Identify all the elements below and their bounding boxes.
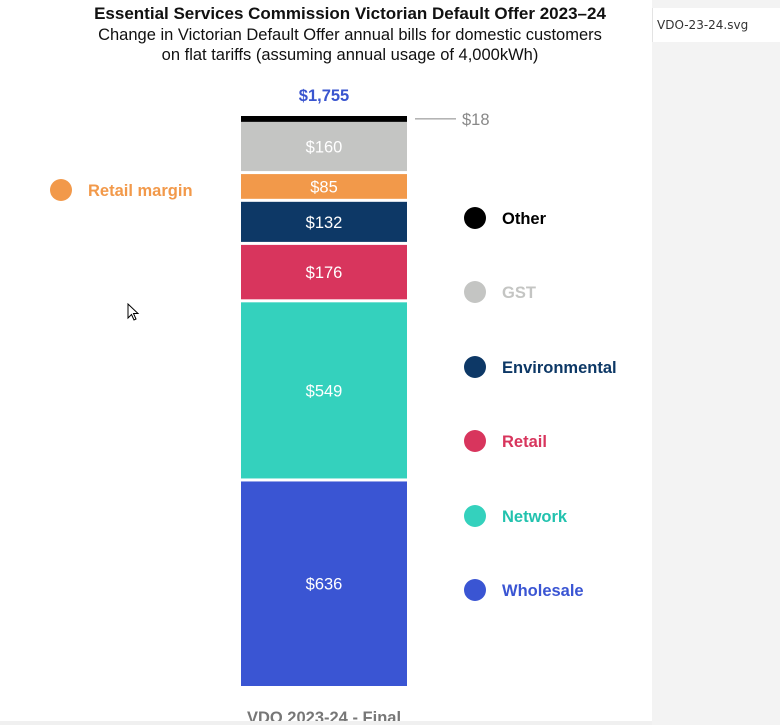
bar-segment-retail	[241, 244, 407, 300]
legend-marker-environmental	[464, 356, 486, 378]
chart-subtitle-line: on flat tariffs (assuming annual usage o…	[162, 46, 539, 64]
legend-marker-gst	[464, 281, 486, 303]
legend-label-retail-margin: Retail margin	[88, 182, 193, 200]
legend-marker-other	[464, 207, 486, 229]
legend-label-environmental: Environmental	[502, 359, 617, 377]
bar-segment-retail-margin	[241, 174, 407, 199]
legend-label-other: Other	[502, 210, 547, 228]
bar-segment-network	[241, 302, 407, 479]
file-list-item[interactable]: VDO-23-24.svg	[652, 8, 780, 42]
data-label-wholesale: $636	[306, 576, 343, 594]
bar-segment-environmental	[241, 201, 407, 242]
bar-segment-wholesale	[241, 481, 407, 686]
legend-marker-wholesale	[464, 579, 486, 601]
legend-label-gst: GST	[502, 284, 536, 302]
legend-marker-network	[464, 505, 486, 527]
legend-label-retail: Retail	[502, 433, 547, 451]
data-label-environmental: $132	[306, 214, 343, 232]
svg-viewer-canvas: Essential Services Commission Victorian …	[50, 4, 617, 725]
file-panel: VDO-23-24.svg	[652, 0, 780, 725]
data-label-retail-margin: $85	[310, 178, 338, 196]
data-label-other: $18	[462, 111, 490, 129]
data-label-gst: $160	[306, 138, 343, 156]
bar-segment-other	[241, 116, 407, 122]
chart-subtitle-line: Change in Victorian Default Offer annual…	[98, 26, 602, 44]
legend-label-network: Network	[502, 508, 568, 526]
bar-segment-gst	[241, 121, 407, 172]
stacked-bar-chart: Essential Services Commission Victorian …	[50, 4, 617, 725]
chart-title: Essential Services Commission Victorian …	[94, 4, 606, 23]
total-label: $1,755	[299, 87, 349, 105]
legend-marker-retail-margin	[50, 179, 72, 201]
legend-marker-retail	[464, 430, 486, 452]
mouse-cursor-icon	[127, 303, 140, 321]
data-label-retail: $176	[306, 264, 343, 282]
legend-label-wholesale: Wholesale	[502, 582, 584, 600]
bottom-edge	[0, 721, 652, 725]
data-label-network: $549	[306, 382, 343, 400]
file-name: VDO-23-24.svg	[657, 18, 749, 32]
